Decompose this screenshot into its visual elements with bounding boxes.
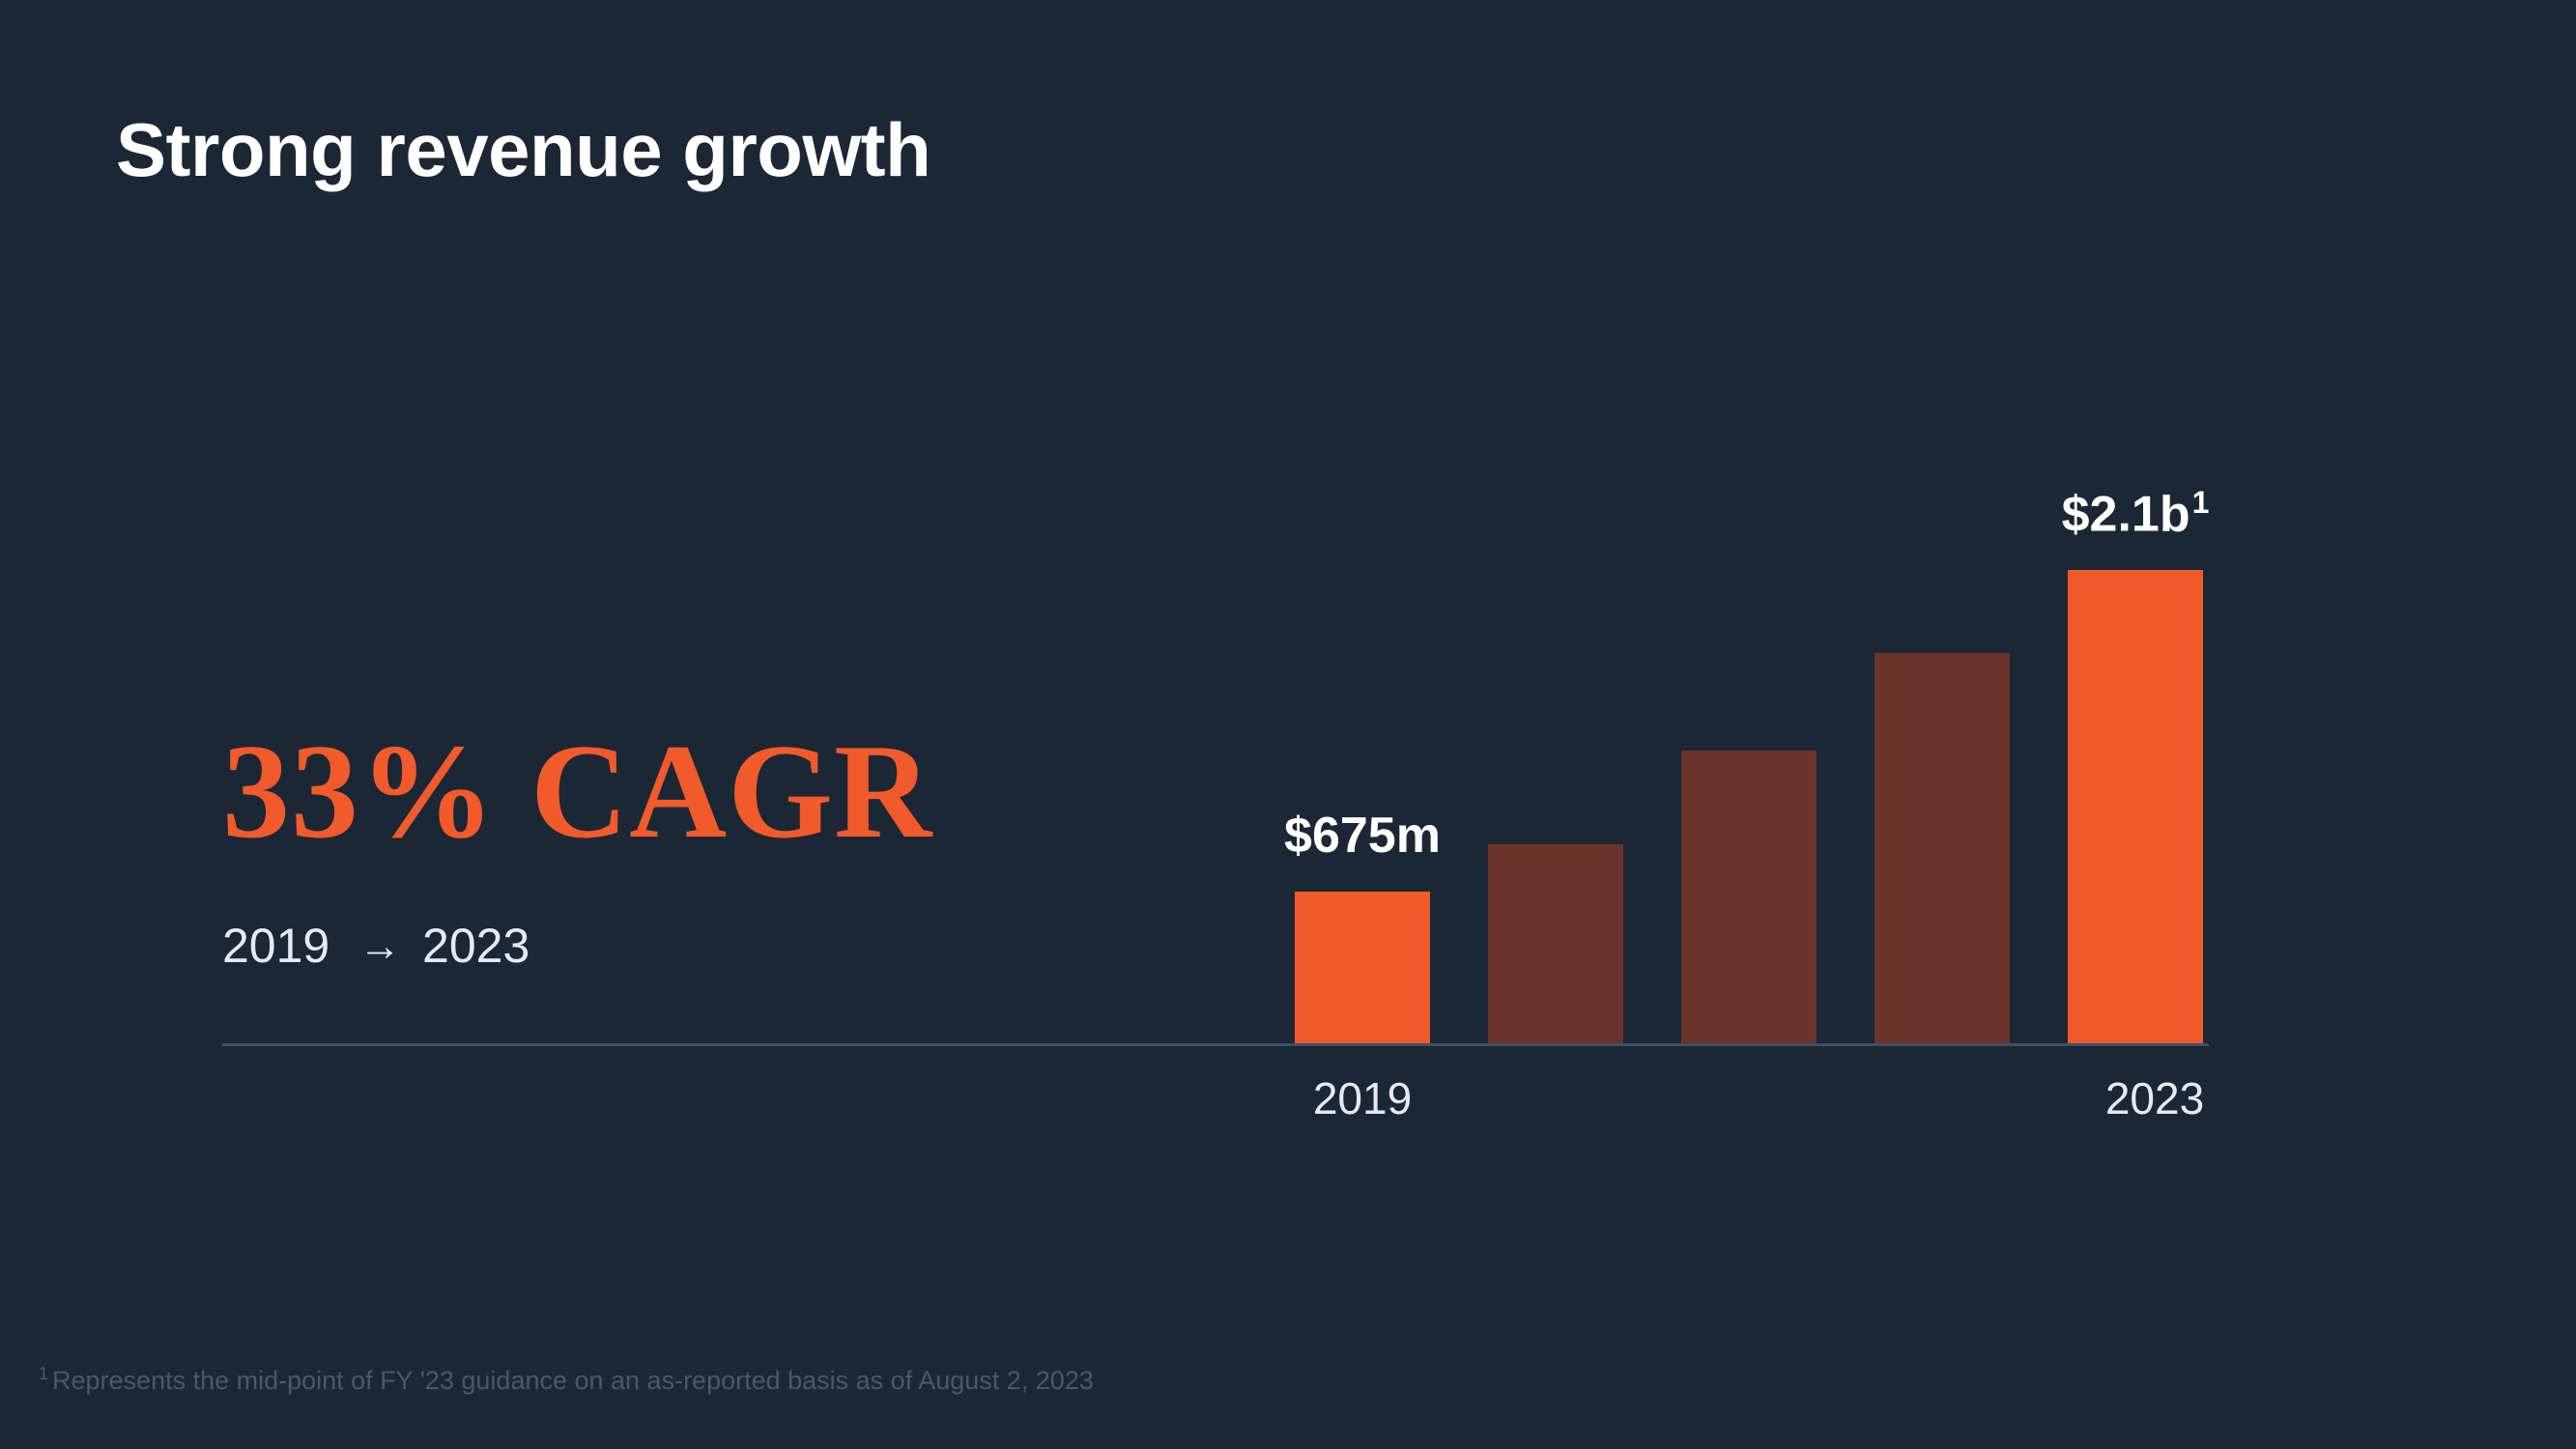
footnote: 1Represents the mid-point of FY '23 guid… (39, 1364, 1094, 1396)
slide-title: Strong revenue growth (116, 106, 930, 194)
bar (1295, 892, 1430, 1043)
footnote-marker: 1 (2192, 485, 2210, 520)
bar-value-label: $675m (1284, 807, 1441, 865)
cagr-to: 2023 (422, 919, 530, 973)
bar-2023: $2.1b1 (2068, 485, 2203, 1043)
bar (1875, 653, 2010, 1043)
bar-value-text: $2.1b (2062, 486, 2190, 542)
bar (2068, 570, 2203, 1043)
bar-2019: $675m (1295, 807, 1430, 1043)
footnote-text: Represents the mid-point of FY '23 guida… (52, 1366, 1094, 1395)
x-axis: 2019 2023 (1295, 1072, 2222, 1124)
bar-group: $675m $2.1b1 (1295, 464, 2222, 1043)
bar (1488, 844, 1623, 1043)
cagr-block: 33% CAGR 2019 → 2023 (222, 724, 932, 974)
bar-2021 (1681, 751, 1817, 1043)
arrow-icon: → (358, 923, 401, 971)
revenue-chart: $675m $2.1b1 (1295, 464, 2222, 1043)
bar (1681, 751, 1817, 1043)
x-axis-label-end: 2023 (2087, 1072, 2222, 1124)
cagr-range: 2019 → 2023 (222, 918, 932, 974)
bar-value-label: $2.1b1 (2062, 485, 2210, 543)
bar-2022 (1875, 653, 2010, 1043)
cagr-from: 2019 (222, 919, 329, 973)
x-axis-label-start: 2019 (1295, 1072, 1430, 1124)
chart-baseline (222, 1043, 2209, 1046)
bar-2020 (1488, 844, 1623, 1043)
footnote-marker: 1 (39, 1364, 48, 1383)
cagr-headline: 33% CAGR (222, 724, 932, 860)
